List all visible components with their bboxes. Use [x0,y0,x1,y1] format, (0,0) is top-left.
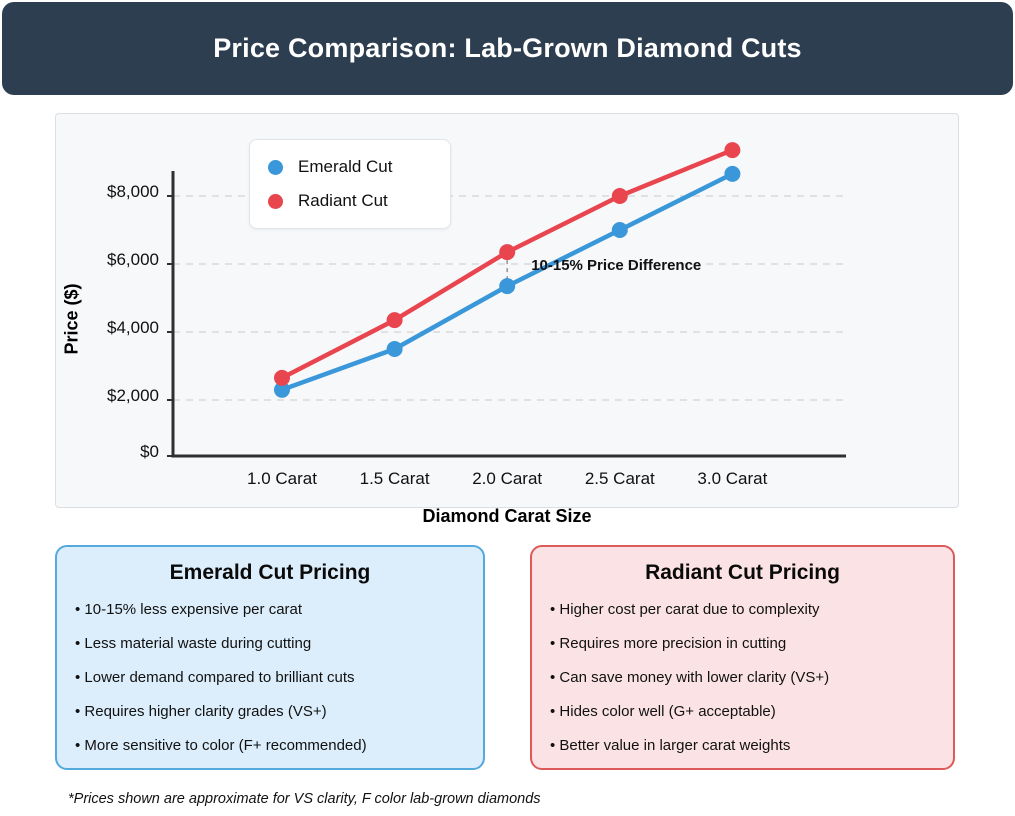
legend-item-radiant: Radiant Cut [268,184,450,218]
legend-dot-icon [268,159,283,175]
title-banner: Price Comparison: Lab-Grown Diamond Cuts [2,2,1013,95]
y-axis-title: Price ($) [61,283,82,355]
y-tick-label: $0 [140,442,159,461]
pricing-bullet: • Requires higher clarity grades (VS+) [75,703,327,720]
chart-panel: $0 $2,000 $4,000 $6,000 $8,000 1.0 Carat 1.5 C… [55,113,959,508]
pricing-bullet: • Hides color well (G+ acceptable) [550,703,776,720]
y-tick-label: $8,000 [107,182,159,201]
y-tick-label: $6,000 [107,250,159,269]
radiant-point [386,312,403,329]
radiant-point [724,142,741,159]
legend-label: Radiant Cut [298,191,388,210]
emerald-point [274,381,290,398]
radiant-box-title: Radiant Cut Pricing [645,561,840,584]
chart-legend: Emerald Cut Radiant Cut [249,139,451,229]
x-tick-label: 2.0 Carat [472,469,542,488]
radiant-pricing-box: Radiant Cut Pricing • Higher cost per ca… [530,545,955,770]
legend-dot-icon [268,193,283,209]
pricing-bullet: • Requires more precision in cutting [550,635,787,652]
y-tick-label: $2,000 [107,386,159,405]
emerald-point [611,222,628,238]
legend-item-emerald: Emerald Cut [268,150,450,184]
emerald-point [724,165,741,182]
emerald-point [386,341,403,357]
pricing-bullet: • Lower demand compared to brilliant cut… [75,669,355,686]
pricing-bullet: • Less material waste during cutting [75,635,312,652]
x-tick-label: 2.5 Carat [585,469,655,488]
price-line-chart: $0 $2,000 $4,000 $6,000 $8,000 1.0 Carat 1.5 C… [107,142,846,488]
annotation-label: 10-15% Price Difference [531,257,701,274]
emerald-point [499,278,516,295]
emerald-bullet-list: • 10-15% less expensive per carat • Less … [75,598,483,768]
pricing-bullet: • 10-15% less expensive per carat [75,601,303,618]
radiant-point [499,244,516,261]
page-title: Price Comparison: Lab-Grown Diamond Cuts [213,33,802,63]
radiant-point [611,188,628,204]
emerald-box-title: Emerald Cut Pricing [169,561,371,584]
footnote: *Prices shown are approximate for VS cla… [68,791,541,807]
x-tick-label: 1.5 Carat [360,469,430,488]
emerald-pricing-box: Emerald Cut Pricing • 10-15% less expens… [55,545,485,770]
pricing-bullet: • More sensitive to color (F+ recommende… [75,737,367,754]
pricing-bullet: • Can save money with lower clarity (VS+… [550,669,830,686]
x-tick-label: 1.0 Carat [247,469,317,488]
radiant-point [274,369,290,386]
radiant-bullet-list: • Higher cost per carat due to complexit… [550,598,953,768]
legend-label: Emerald Cut [298,157,393,176]
x-axis-title: Diamond Carat Size [422,506,592,526]
pricing-bullet: • Higher cost per carat due to complexit… [550,601,820,618]
x-tick-label: 3.0 Carat [697,469,767,488]
y-tick-label: $4,000 [107,318,159,337]
pricing-bullet: • Better value in larger carat weights [550,737,791,754]
